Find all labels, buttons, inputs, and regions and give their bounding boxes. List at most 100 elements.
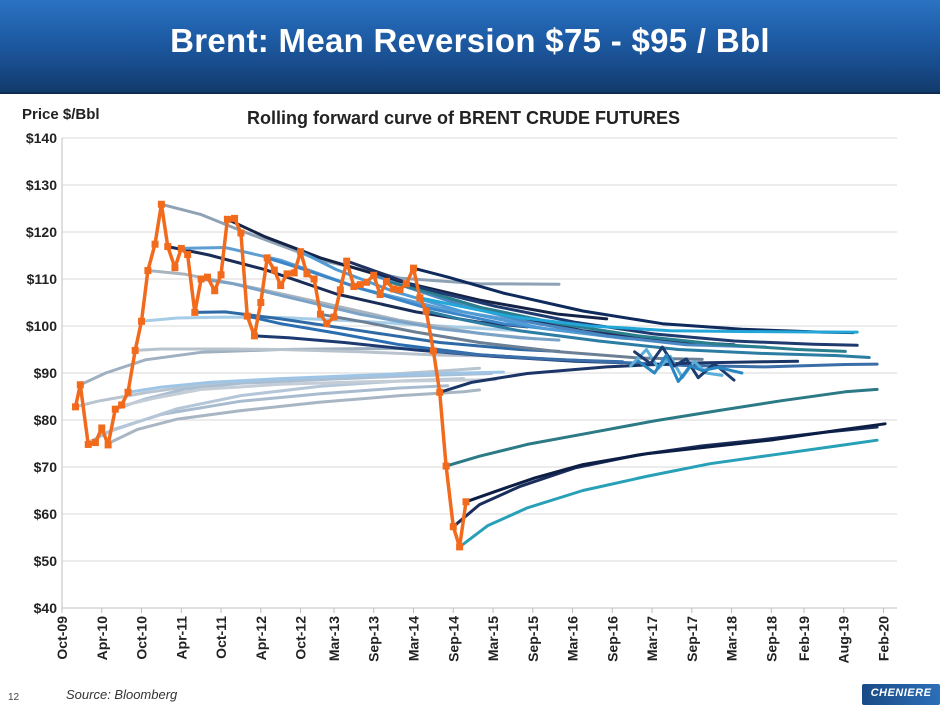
y-tick-labels: $40 $50 $60 $70 $80 $90 $100 $110 $120 $130 $140 <box>26 130 57 616</box>
x-tick-label: Sep-13 <box>366 616 382 662</box>
x-tick-label: Mar-18 <box>724 616 740 661</box>
spot-price-marker <box>164 243 171 250</box>
y-tick-label: $80 <box>34 412 58 428</box>
spot-price-marker <box>377 291 384 298</box>
spot-price-marker <box>456 543 463 550</box>
spot-price-marker <box>251 332 258 339</box>
spot-price-marker <box>311 276 318 283</box>
spot-price-marker <box>224 216 231 223</box>
spot-price-marker <box>198 276 205 283</box>
spot-price-marker <box>144 267 151 274</box>
forward-curve-line <box>446 389 877 466</box>
x-tick-label: Sep-16 <box>604 616 620 662</box>
x-tick-label: Feb-20 <box>875 616 891 661</box>
spot-price-marker <box>383 278 390 285</box>
spot-price-marker <box>92 439 99 446</box>
spot-price-marker <box>416 294 423 301</box>
spot-price-marker <box>118 401 125 408</box>
y-tick-label: $100 <box>26 318 57 334</box>
x-tick-label: Oct-12 <box>293 616 309 660</box>
spot-price-marker <box>231 215 238 222</box>
spot-price-marker <box>350 283 357 290</box>
spot-price-marker <box>171 264 178 271</box>
spot-price-marker <box>297 248 304 255</box>
spot-price-marker <box>158 201 165 208</box>
x-tick-label: Sep-18 <box>763 616 779 662</box>
x-tick-label: Apr-10 <box>94 616 110 661</box>
spot-price-marker <box>138 318 145 325</box>
x-tick-label: Mar-13 <box>326 616 342 661</box>
spot-price-marker <box>396 286 403 293</box>
spot-price-marker <box>244 313 251 320</box>
spot-price-marker <box>291 269 298 276</box>
forward-curve-chart: $40$50$60$70$80$90$100$110$120$130$140 O… <box>0 0 940 705</box>
spot-price-marker <box>323 320 330 327</box>
x-tick-label: Feb-19 <box>796 616 812 661</box>
y-tick-label: $70 <box>34 459 58 475</box>
x-tick-label: Mar-14 <box>405 616 421 661</box>
forward-curve-line <box>466 424 885 502</box>
spot-price-marker <box>423 307 430 314</box>
spot-price-marker <box>77 381 84 388</box>
source-note: Source: Bloomberg <box>66 687 177 702</box>
spot-price-marker <box>443 463 450 470</box>
spot-price-marker <box>403 280 410 287</box>
spot-price-marker <box>277 282 284 289</box>
spot-price-marker <box>105 441 112 448</box>
x-tick-label: Oct-11 <box>213 616 229 659</box>
spot-price-marker <box>303 270 310 277</box>
spot-price-marker <box>436 389 443 396</box>
spot-price-marker <box>98 424 105 431</box>
spot-price-marker <box>184 251 191 258</box>
spot-price-marker <box>218 271 225 278</box>
spot-price-marker <box>211 287 218 294</box>
forward-curves <box>76 204 886 547</box>
spot-price-marker <box>390 285 397 292</box>
spot-price-marker <box>430 347 437 354</box>
y-tick-label: $60 <box>34 506 58 522</box>
y-tick-label: $40 <box>34 600 58 616</box>
spot-price-marker <box>264 254 271 261</box>
spot-price-marker <box>191 309 198 316</box>
spot-price-marker <box>152 241 159 248</box>
spot-price-marker <box>237 229 244 236</box>
x-tick-label: Mar-16 <box>565 616 581 661</box>
x-tick-label: Mar-17 <box>644 616 660 661</box>
spot-price-marker <box>370 272 377 279</box>
y-tick-label: $110 <box>27 271 58 287</box>
x-tick-label: Aug-19 <box>836 616 852 664</box>
x-tick-label: Sep-17 <box>684 616 700 662</box>
spot-price-marker <box>343 258 350 265</box>
y-tick-label: $120 <box>26 224 57 240</box>
spot-price-marker <box>330 314 337 321</box>
spot-price-marker <box>204 274 211 281</box>
forward-curve-line <box>460 440 877 547</box>
spot-price-marker <box>112 406 119 413</box>
x-tick-label: Mar-15 <box>485 616 501 661</box>
spot-price-marker <box>178 245 185 252</box>
spot-price-marker <box>450 523 457 530</box>
y-tick-label: $130 <box>26 177 57 193</box>
spot-price-marker <box>125 389 132 396</box>
x-tick-label: Sep-14 <box>445 616 461 662</box>
x-tick-label: Oct-10 <box>134 616 150 660</box>
spot-price-marker <box>132 347 139 354</box>
x-tick-label: Oct-09 <box>54 616 70 660</box>
spot-price-marker <box>357 281 364 288</box>
x-tick-label: Sep-15 <box>525 616 541 662</box>
cheniere-logo: CHENIERE <box>862 684 940 705</box>
page-number: 12 <box>8 692 19 703</box>
spot-price-marker <box>271 267 278 274</box>
x-tick-labels: Oct-09 Apr-10 Oct-10 Apr-11 Oct-11 Apr-12 Oct-… <box>54 616 891 664</box>
x-tick-label: Apr-12 <box>253 616 269 661</box>
spot-price-marker <box>85 441 92 448</box>
spot-price-marker <box>72 403 79 410</box>
spot-price-marker <box>337 286 344 293</box>
spot-price-marker <box>284 270 291 277</box>
spot-price-marker <box>462 498 469 505</box>
axes <box>62 138 897 613</box>
spot-price-marker <box>363 279 370 286</box>
y-tick-label: $90 <box>34 365 58 381</box>
y-tick-label: $140 <box>26 130 57 146</box>
x-tick-label: Apr-11 <box>173 616 189 660</box>
